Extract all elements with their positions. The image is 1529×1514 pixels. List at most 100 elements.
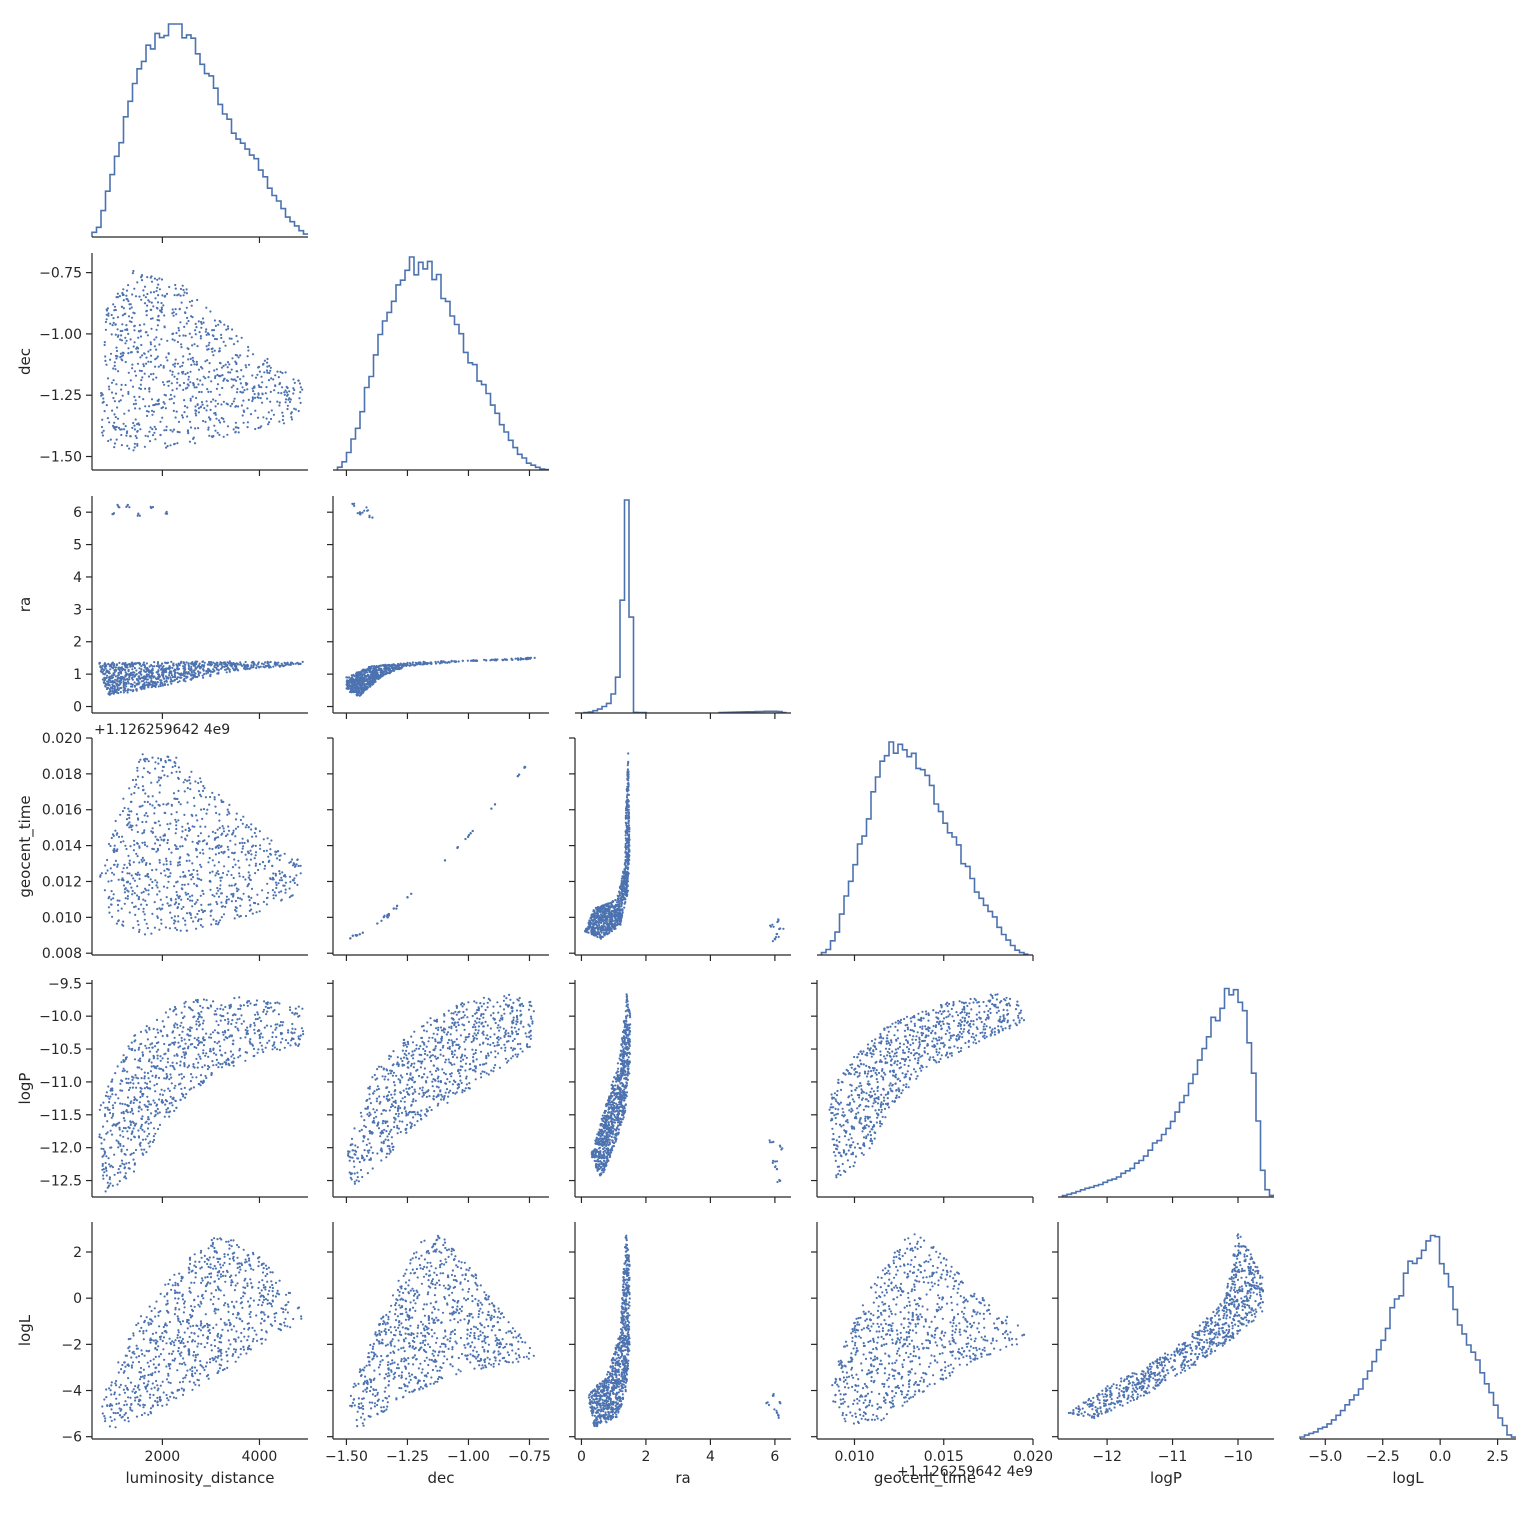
- scatter-point: [608, 902, 611, 905]
- scatter-point: [172, 428, 176, 431]
- scatter-point: [151, 831, 154, 835]
- scatter-point: [109, 358, 112, 361]
- scatter-point: [109, 438, 112, 441]
- scatter-point: [177, 329, 181, 332]
- scatter-point: [128, 826, 131, 829]
- scatter-point: [144, 434, 147, 437]
- scatter-point: [115, 383, 118, 386]
- scatter-point: [130, 793, 133, 796]
- scatter-point: [122, 351, 125, 355]
- scatter-point: [141, 820, 144, 824]
- scatter-point: [177, 861, 180, 864]
- scatter-point: [257, 366, 260, 369]
- scatter-point: [160, 301, 163, 305]
- scatter-point: [152, 291, 156, 294]
- scatter-point: [139, 758, 142, 761]
- scatter-point: [350, 691, 353, 694]
- scatter-point: [207, 390, 210, 393]
- scatter-point-outlier: [151, 505, 155, 509]
- scatter-point: [230, 368, 233, 371]
- scatter-point: [107, 385, 111, 388]
- scatter-point: [205, 1032, 208, 1035]
- scatter-point: [132, 849, 135, 852]
- scatter-point: [265, 417, 268, 420]
- scatter-point: [186, 897, 189, 901]
- scatter-point: [246, 382, 249, 385]
- scatter-point: [159, 420, 162, 423]
- scatter-point: [163, 1042, 166, 1046]
- scatter-point: [106, 417, 109, 420]
- scatter-point: [206, 332, 210, 335]
- scatter-point: [223, 661, 226, 664]
- scatter-point: [140, 369, 143, 373]
- scatter-point: [146, 770, 149, 773]
- scatter-point: [225, 328, 228, 331]
- scatter-point: [127, 807, 130, 810]
- scatter-point: [196, 660, 199, 663]
- scatter-point: [471, 659, 474, 662]
- scatter-point: [228, 803, 231, 807]
- y-tick-label: 0.018: [42, 767, 82, 783]
- scatter-point: [624, 842, 627, 846]
- scatter-point: [168, 674, 171, 677]
- scatter-point: [116, 865, 119, 868]
- scatter-point: [179, 845, 182, 848]
- scatter-point: [283, 874, 286, 877]
- scatter-point: [238, 875, 241, 878]
- scatter-point: [268, 1039, 271, 1042]
- scatter-point: [624, 901, 627, 904]
- y-axis-label-ra: ra: [16, 597, 34, 612]
- scatter-points-luminosity_distance-logP: [98, 996, 305, 1193]
- scatter-point: [122, 867, 125, 870]
- scatter-point: [119, 428, 122, 431]
- scatter-point: [250, 896, 253, 900]
- scatter-point: [411, 661, 414, 664]
- scatter-point: [357, 686, 360, 689]
- scatter-point: [175, 387, 178, 390]
- scatter-point: [218, 826, 221, 830]
- scatter-point: [127, 409, 130, 412]
- scatter-point: [190, 916, 193, 920]
- y-tick-label: −1.00: [39, 327, 82, 343]
- scatter-point: [104, 678, 107, 681]
- scatter-point: [119, 841, 122, 844]
- scatter-point: [156, 849, 160, 852]
- scatter-point: [111, 915, 114, 918]
- scatter-point: [147, 1122, 150, 1125]
- scatter-point: [131, 426, 134, 429]
- scatter-point: [213, 369, 216, 372]
- scatter-point: [182, 678, 185, 682]
- scatter-point: [107, 842, 111, 846]
- scatter-point: [165, 863, 168, 866]
- scatter-point: [625, 837, 628, 841]
- scatter-point: [251, 374, 254, 377]
- scatter-point: [127, 315, 131, 318]
- scatter-point: [170, 382, 173, 385]
- scatter-point: [363, 668, 366, 672]
- scatter-point: [182, 381, 186, 385]
- scatter-point: [107, 671, 110, 675]
- scatter-point: [209, 408, 212, 411]
- scatter-point: [123, 863, 126, 866]
- scatter-point: [251, 397, 254, 401]
- scatter-point: [174, 308, 177, 311]
- scatter-point: [238, 866, 241, 869]
- scatter-point: [140, 279, 144, 282]
- scatter-point: [186, 415, 189, 418]
- scatter-point: [290, 858, 294, 861]
- scatter-point: [222, 1008, 225, 1011]
- scatter-point: [220, 892, 223, 895]
- scatter-point: [275, 886, 278, 890]
- scatter-point: [181, 825, 184, 828]
- scatter-point: [144, 760, 147, 763]
- scatter-point: [169, 369, 172, 372]
- scatter-point: [128, 676, 131, 679]
- scatter-point: [234, 843, 237, 846]
- scatter-point: [213, 664, 216, 668]
- scatter-point: [173, 885, 176, 888]
- scatter-point: [102, 681, 106, 684]
- scatter-point: [231, 402, 234, 405]
- scatter-point: [141, 785, 145, 788]
- scatter-point: [194, 664, 197, 668]
- scatter-point: [251, 387, 254, 390]
